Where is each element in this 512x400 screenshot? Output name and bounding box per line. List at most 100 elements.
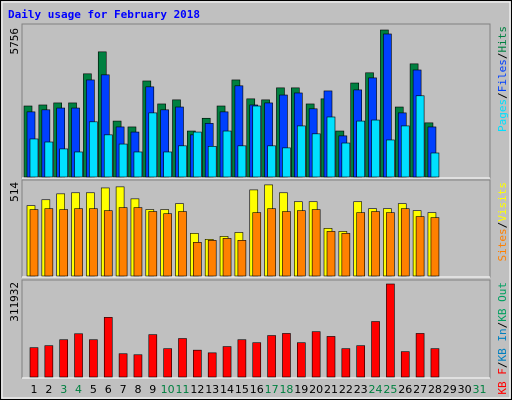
bar: [44, 208, 54, 277]
chart-title: Daily usage for February 2018: [8, 8, 200, 21]
legend-entry: KB F: [496, 368, 509, 395]
bar: [282, 147, 291, 178]
x-tick-label: 30: [458, 383, 472, 396]
x-tick-label: 31: [473, 383, 487, 396]
bar: [386, 212, 395, 277]
bar: [163, 213, 172, 277]
bar: [356, 345, 366, 378]
bar: [163, 348, 172, 378]
x-tick-label: 1: [31, 383, 38, 396]
bar: [311, 331, 321, 378]
bar: [163, 151, 172, 178]
bar: [74, 208, 83, 277]
bar: [326, 231, 336, 277]
x-tick-label: 7: [120, 383, 127, 396]
bar: [371, 119, 380, 178]
x-tick-label: 12: [190, 383, 204, 396]
y-tick-label: 5756: [8, 28, 21, 55]
bar: [222, 238, 232, 277]
bar: [237, 339, 247, 378]
bar: [296, 210, 306, 277]
x-tick-label: 13: [205, 383, 219, 396]
bar: [326, 116, 336, 178]
bar: [430, 217, 440, 277]
x-tick-label: 26: [398, 383, 412, 396]
x-tick-label: 21: [324, 383, 338, 396]
bar: [386, 283, 395, 378]
y-tick-label: 514: [8, 182, 21, 202]
y-tick-label: 311932: [8, 282, 21, 322]
bar: [193, 131, 202, 178]
bar: [222, 346, 232, 378]
bar: [118, 207, 128, 277]
bar: [89, 339, 98, 378]
x-tick-label: 24: [369, 383, 383, 396]
legend-entry: Visits: [496, 182, 509, 222]
bar: [386, 139, 395, 178]
bar: [296, 342, 306, 378]
legend: Pages/Files/Hits: [496, 26, 509, 132]
bar: [267, 335, 276, 378]
bar: [89, 208, 98, 277]
bar: [148, 334, 158, 378]
bar: [59, 209, 69, 277]
bar: [44, 141, 54, 178]
bar: [29, 347, 39, 378]
bar: [400, 125, 410, 178]
bar: [148, 211, 158, 277]
bar: [103, 317, 113, 378]
bar: [89, 121, 98, 178]
bar: [222, 130, 232, 178]
bar: [311, 133, 321, 178]
bar: [29, 138, 39, 178]
bar: [341, 348, 351, 378]
legend-separator: /: [496, 362, 509, 369]
bar: [267, 208, 276, 277]
legend-separator: /: [496, 322, 509, 329]
x-tick-label: 2: [45, 383, 52, 396]
bar: [252, 212, 262, 277]
bar: [59, 339, 69, 378]
bar: [207, 240, 217, 277]
bar: [133, 354, 143, 378]
bar: [371, 211, 380, 277]
bar: [74, 151, 83, 178]
bar: [74, 333, 83, 378]
legend-separator: /: [496, 53, 509, 60]
bar: [430, 152, 440, 178]
bar: [400, 208, 410, 277]
legend-entry: Hits: [496, 26, 509, 53]
bar: [311, 209, 321, 277]
x-tick-label: 8: [134, 383, 141, 396]
x-tick-label: 22: [339, 383, 353, 396]
x-tick-label: 29: [443, 383, 457, 396]
bar: [371, 321, 380, 378]
bar: [207, 352, 217, 378]
bar: [207, 146, 217, 178]
bar: [133, 207, 143, 277]
x-tick-label: 9: [149, 383, 156, 396]
bar: [118, 143, 128, 178]
bar: [133, 151, 143, 178]
bar: [430, 348, 440, 378]
x-tick-label: 25: [383, 383, 397, 396]
x-tick-label: 5: [90, 383, 97, 396]
bar: [252, 342, 262, 378]
bar: [148, 112, 158, 178]
bar: [341, 142, 351, 178]
bar: [282, 211, 291, 277]
bar: [193, 349, 202, 378]
x-tick-label: 4: [75, 383, 82, 396]
legend-separator: /: [496, 92, 509, 99]
legend-entry: Pages: [496, 99, 509, 132]
bar: [118, 353, 128, 378]
legend-separator: /: [496, 222, 509, 229]
legend-entry: Files: [496, 59, 509, 92]
bar: [326, 336, 336, 378]
x-tick-label: 14: [220, 383, 234, 396]
x-tick-label: 20: [309, 383, 323, 396]
bar: [178, 338, 187, 378]
x-tick-label: 28: [428, 383, 442, 396]
bar: [103, 134, 113, 178]
